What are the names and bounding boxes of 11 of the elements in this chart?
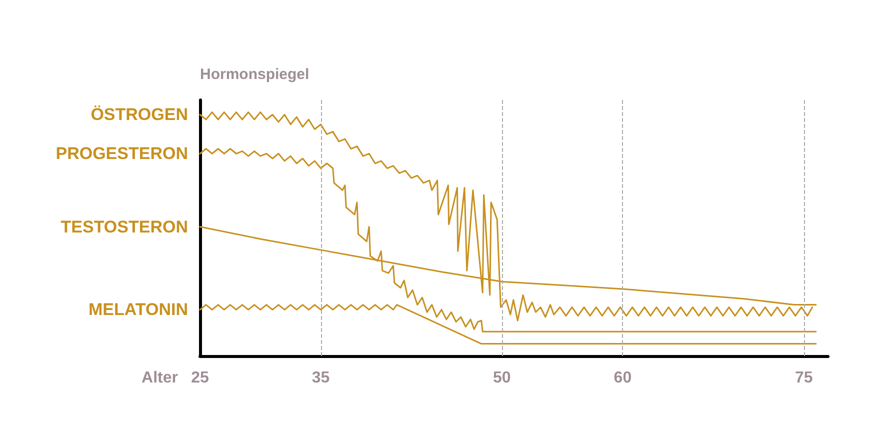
- x-tick-label: 35: [312, 370, 330, 386]
- x-tick-label: 75: [794, 370, 813, 386]
- series-label: PROGESTERON: [56, 144, 188, 164]
- y-axis-title: Hormonspiegel: [200, 66, 310, 83]
- x-axis-title: Alter: [142, 370, 178, 386]
- x-tick-label: 25: [191, 370, 209, 386]
- series-label: ÖSTROGEN: [90, 105, 188, 124]
- series-label: MELATONIN: [88, 300, 188, 320]
- x-tick-label: 60: [614, 370, 632, 386]
- x-tick-label: 50: [493, 370, 511, 386]
- series-label: TESTOSTERON: [60, 217, 188, 236]
